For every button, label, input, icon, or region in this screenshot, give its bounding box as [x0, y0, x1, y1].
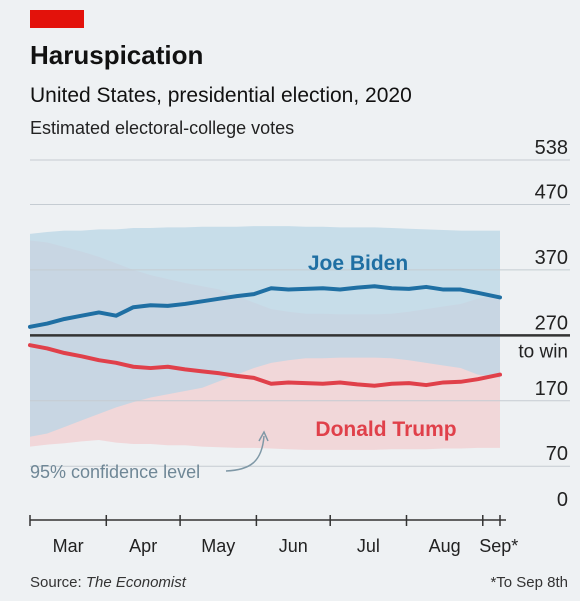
x-tick-label: May	[201, 536, 235, 556]
chart-subtitle: United States, presidential election, 20…	[30, 84, 412, 107]
threshold-tick-label: 270	[535, 312, 568, 334]
x-tick-label: Mar	[53, 536, 84, 556]
brand-bar	[30, 10, 84, 28]
y-tick-label: 370	[535, 247, 568, 269]
y-tick-label: 70	[546, 443, 568, 465]
biden-line	[28, 284, 502, 329]
y-tick-label: 170	[535, 378, 568, 400]
footnote: *To Sep 8th	[490, 574, 568, 591]
series-label-biden: Joe Biden	[308, 252, 408, 275]
x-tick-label: Jun	[279, 536, 308, 556]
series-label-trump: Donald Trump	[315, 418, 456, 441]
annotation-leader	[225, 435, 265, 472]
chart-title: Haruspication	[30, 40, 204, 70]
source-name: The Economist	[85, 574, 186, 591]
y-tick-label: 538	[535, 137, 568, 159]
biden-confidence-band	[30, 226, 500, 437]
annotation-arrowhead	[258, 430, 269, 442]
x-tick-label: Jul	[357, 536, 380, 556]
x-tick-label: Sep*	[479, 536, 518, 556]
x-tick-label: Apr	[129, 536, 157, 556]
x-tick-label: Aug	[429, 536, 461, 556]
y-tick-label: 470	[535, 181, 568, 203]
y-tick-label: 0	[557, 489, 568, 511]
trump-line	[28, 343, 502, 388]
unit-label: Estimated electoral-college votes	[30, 118, 295, 138]
threshold-label: to win	[518, 341, 568, 362]
source-prefix: Source:	[30, 574, 86, 591]
confidence-annotation: 95% confidence level	[30, 462, 200, 482]
source-note: Source: The Economist	[30, 574, 186, 591]
